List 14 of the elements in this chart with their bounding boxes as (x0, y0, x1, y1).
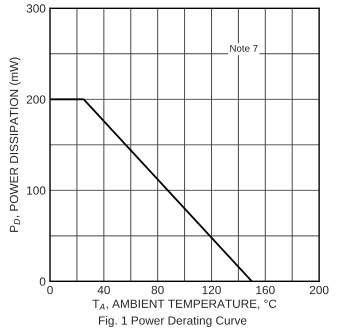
y-tick-label: 0 (40, 277, 46, 286)
x-tick-label: 40 (98, 286, 110, 294)
text: Fig. 1 Power Derating Curve (99, 316, 246, 328)
x-tick-label: 80 (152, 286, 164, 294)
x-axis-title: T$_{A}$, AMBIENT TEMPERATURE, °C (92, 300, 276, 310)
x-tick-label: 120 (202, 286, 221, 294)
y-tick-label: 300 (26, 4, 46, 13)
x-tick-label: 0 (47, 286, 53, 294)
x-tick-label: 160 (256, 286, 275, 294)
y-axis-title: P$_{D}$, POWER DISSIPATION (mW) (10, 58, 21, 232)
y-tick-label: 100 (27, 186, 46, 195)
y-tick-label: 200 (26, 95, 46, 104)
annotation: Note 7 (230, 45, 258, 52)
x-tick-label: 200 (310, 286, 329, 294)
